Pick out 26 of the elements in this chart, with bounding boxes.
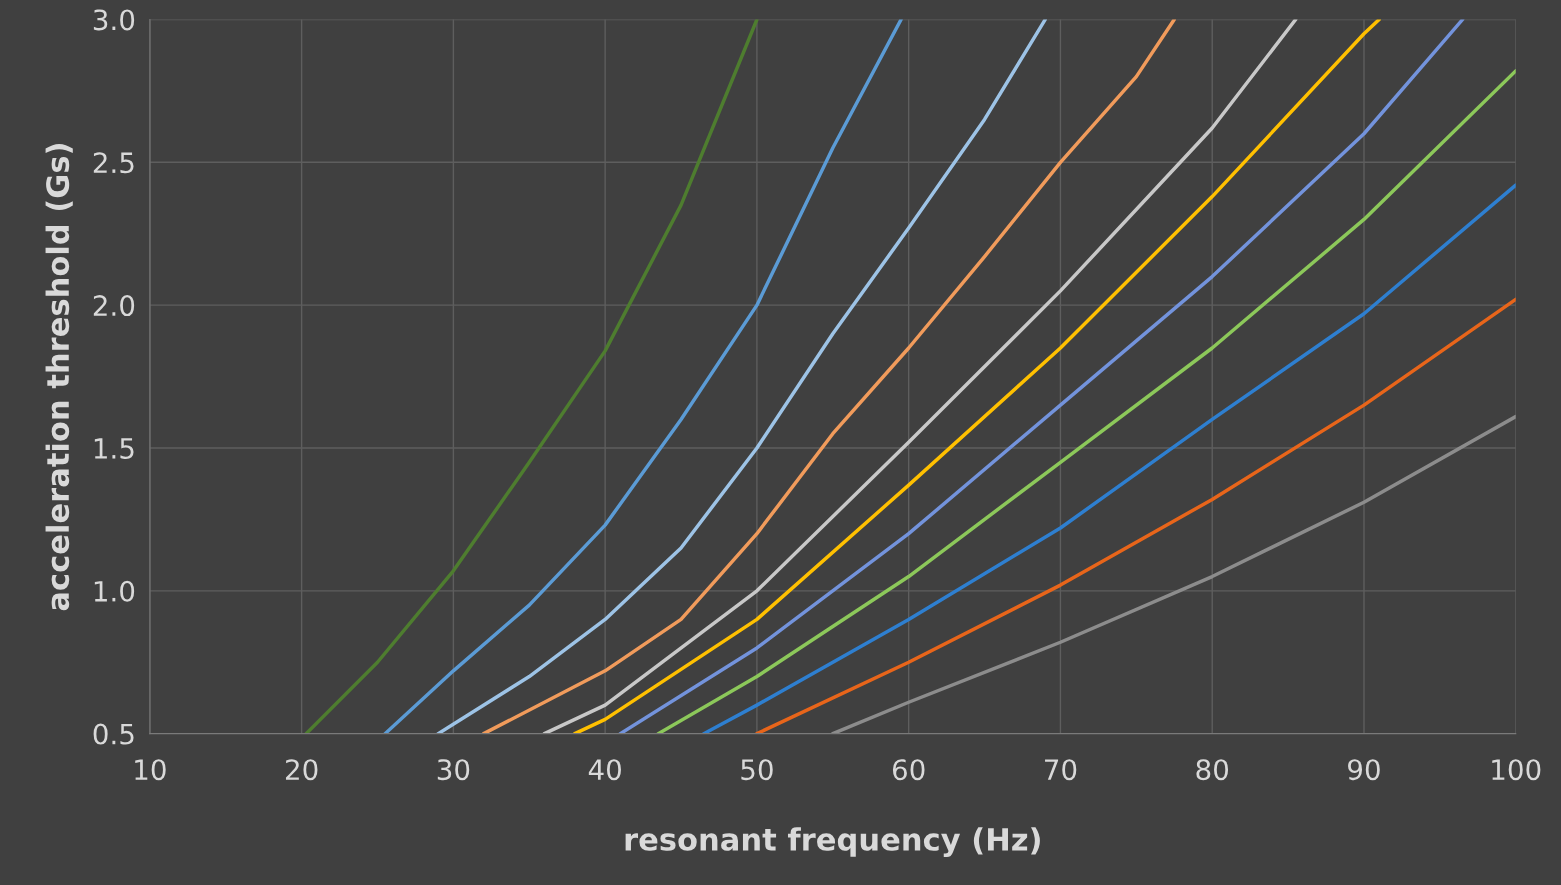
line-series (304, 19, 759, 734)
x-tick-label: 60 (892, 759, 925, 781)
y-tick-label: 1.5 (94, 438, 134, 459)
x-tick-label: 40 (588, 759, 621, 781)
x-tick-label: 90 (1348, 759, 1380, 781)
line-series (755, 297, 1516, 734)
line-series (482, 19, 1176, 734)
x-tick-label: 70 (1045, 759, 1077, 781)
y-tick-label: 3.0 (93, 9, 135, 31)
x-tick-label: 50 (741, 759, 773, 781)
line-series (702, 183, 1516, 734)
y-tick-label: 2.0 (93, 295, 135, 317)
y-tick-label: 2.5 (93, 152, 134, 174)
x-tick-label: 10 (135, 759, 166, 781)
x-tick-label: 30 (437, 759, 470, 781)
x-tick-label: 80 (1196, 759, 1229, 781)
y-axis-title: acceleration threshold (Gs) (45, 144, 73, 611)
line-series (436, 19, 1047, 734)
x-tick-label: 20 (285, 759, 318, 781)
x-axis-title: resonant frequency (Hz) (625, 827, 1040, 858)
line-series (831, 414, 1516, 734)
y-tick-label: 1.0 (94, 580, 135, 602)
x-tick-label: 100 (1492, 759, 1541, 781)
line-series (656, 69, 1516, 734)
line-series (383, 19, 903, 734)
y-tick-label: 0.5 (93, 723, 134, 745)
